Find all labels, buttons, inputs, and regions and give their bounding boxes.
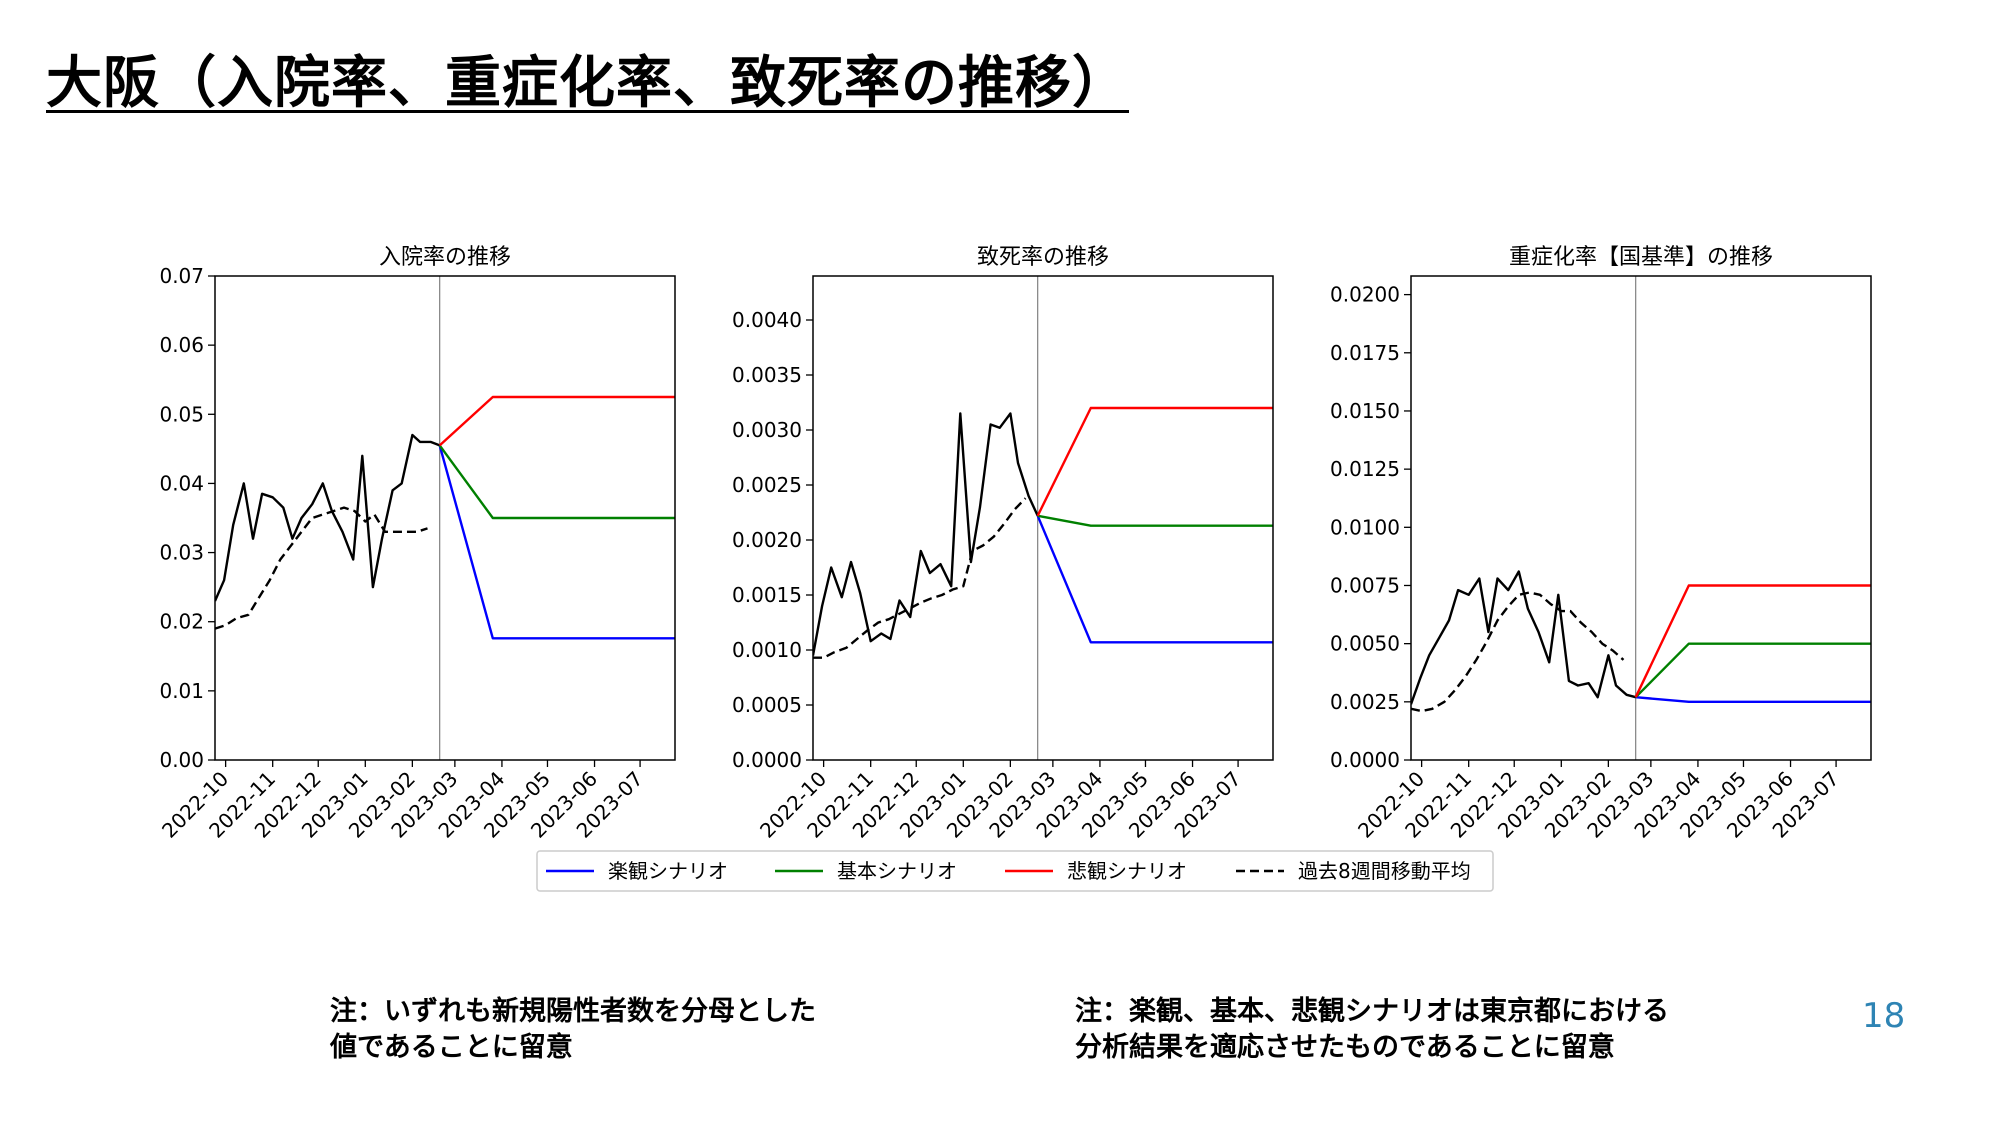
y-tick-label: 0.0030 — [732, 418, 802, 442]
legend: 楽観シナリオ 基本シナリオ 悲観シナリオ 過去8週間移動平均 — [536, 850, 1494, 892]
series-optimistic — [1635, 696, 1871, 703]
chart-title: 致死率の推移 — [977, 245, 1109, 270]
y-tick-label: 0.0040 — [732, 308, 802, 332]
series-moving_average — [215, 506, 428, 630]
note-right-line-1: 注：楽観、基本、悲観シナリオは東京都における — [1075, 996, 1669, 1027]
chart-title: 入院率の推移 — [379, 245, 511, 270]
y-tick-label: 0.0200 — [1330, 283, 1400, 307]
series-optimistic — [1036, 515, 1273, 644]
chart-frame — [812, 275, 1274, 761]
y-tick-label: 0.0175 — [1330, 341, 1400, 365]
legend-label: 基本シナリオ — [837, 859, 957, 883]
series-actual — [813, 412, 1039, 656]
y-tick-label: 0.0100 — [1330, 515, 1400, 539]
plot-area — [813, 276, 1273, 760]
series-actual — [1411, 570, 1637, 705]
note-left: 注：いずれも新規陽性者数を分母とした 値であることに留意 — [330, 994, 816, 1066]
chart-frame — [1410, 275, 1872, 761]
series-moving_average — [1411, 591, 1625, 713]
series-basic — [438, 444, 675, 520]
plot-area — [215, 276, 675, 760]
legend-label: 楽観シナリオ — [608, 859, 728, 883]
legend-label: 悲観シナリオ — [1067, 859, 1187, 883]
note-left-line-2: 値であることに留意 — [330, 1032, 573, 1063]
y-tick-label: 0.0010 — [732, 638, 802, 662]
note-right: 注：楽観、基本、悲観シナリオは東京都における 分析結果を適応させたものであること… — [1075, 994, 1669, 1066]
chart-2: 致死率の推移 0.0000 0.0005 0.0010 0.0015 0.0020 0.00… — [732, 245, 1274, 843]
y-tick-label: 0.0125 — [1330, 457, 1400, 481]
y-tick-label: 0.05 — [159, 402, 204, 426]
y-tick-label: 0.07 — [159, 264, 204, 288]
y-tick-label: 0.02 — [159, 610, 204, 634]
series-optimistic — [438, 445, 675, 640]
series-actual — [215, 433, 441, 602]
series-pessimistic — [1634, 584, 1871, 698]
series-pessimistic — [438, 395, 675, 447]
y-tick-label: 0.0035 — [732, 363, 802, 387]
y-tick-label: 0.0025 — [1330, 690, 1400, 714]
chart-frame — [214, 275, 676, 761]
y-tick-label: 0.01 — [159, 679, 204, 703]
y-tick-label: 0.0150 — [1330, 399, 1400, 423]
series-moving_average — [813, 497, 1027, 659]
legend-item: 基本シナリオ — [775, 859, 957, 883]
y-tick-label: 0.0015 — [732, 583, 802, 607]
chart-3: 重症化率【国基準】の推移 0.0000 0.0025 0.0050 0.0075 0.01… — [1330, 245, 1872, 843]
y-tick-label: 0.0050 — [1330, 632, 1400, 656]
legend-item: 過去8週間移動平均 — [1236, 859, 1471, 883]
note-left-line-1: 注：いずれも新規陽性者数を分母とした — [330, 996, 816, 1027]
legend-item: 楽観シナリオ — [546, 859, 728, 883]
legend-label: 過去8週間移動平均 — [1298, 859, 1471, 883]
slide-title-text: 大阪（入院率、重症化率、致死率の推移） — [46, 51, 1129, 116]
plot-area — [1411, 276, 1871, 760]
page-number: 18 — [1862, 996, 1906, 1036]
y-tick-label: 0.0025 — [732, 473, 802, 497]
note-right-line-2: 分析結果を適応させたものであることに留意 — [1075, 1032, 1615, 1063]
y-tick-label: 0.06 — [159, 333, 204, 357]
chart-title: 重症化率【国基準】の推移 — [1509, 245, 1773, 270]
series-basic — [1634, 642, 1871, 699]
y-tick-label: 0.0000 — [732, 748, 802, 772]
series-pessimistic — [1036, 406, 1273, 517]
y-tick-label: 0.04 — [159, 471, 204, 495]
y-tick-label: 0.0020 — [732, 528, 802, 552]
slide-title: 大阪（入院率、重症化率、致死率の推移） — [46, 38, 1153, 119]
series-basic — [1037, 514, 1273, 527]
y-tick-label: 0.0000 — [1330, 748, 1400, 772]
y-tick-label: 0.03 — [159, 541, 204, 565]
y-tick-label: 0.0005 — [732, 693, 802, 717]
y-tick-label: 0.0075 — [1330, 573, 1400, 597]
y-tick-label: 0.00 — [159, 748, 204, 772]
chart-1: 入院率の推移0.000.010.020.030.040.050.060.0720… — [157, 245, 676, 843]
legend-item: 悲観シナリオ — [1005, 859, 1187, 883]
